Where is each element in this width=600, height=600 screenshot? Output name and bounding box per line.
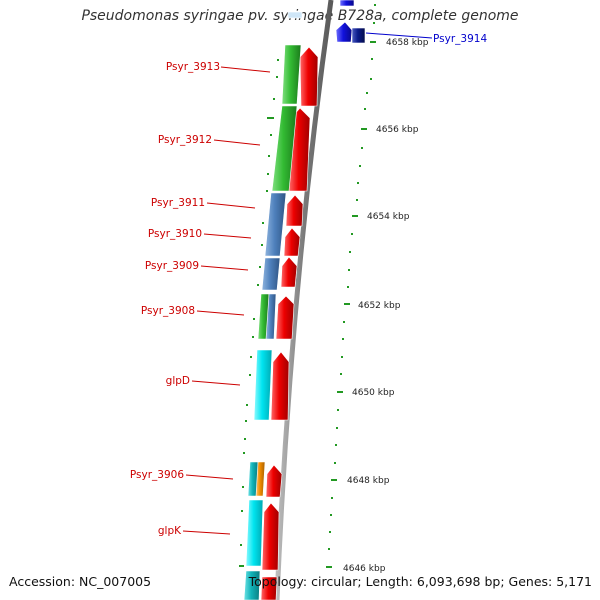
gene-label-glpk: glpK — [158, 525, 182, 537]
gene-arrows-forward — [260, 46, 319, 600]
leader-glpd — [191, 380, 241, 386]
leader-psyr-3909 — [200, 265, 249, 271]
gene-label-psyr-3910: Psyr_3910 — [148, 228, 202, 240]
scale-label: 4646 kbp — [343, 564, 386, 574]
scale: 4658 kbp 4656 kbp 4654 kbp 4652 kbp 4650… — [326, 38, 429, 574]
gene-label-glpd: glpD — [166, 375, 190, 387]
leader-glpk — [182, 530, 231, 535]
gene-block-psyr-3913 — [281, 44, 302, 105]
gene-label-psyr-3908: Psyr_3908 — [141, 305, 195, 317]
scale-label: 4648 kbp — [347, 476, 390, 486]
gene-label-psyr-3906: Psyr_3906 — [130, 469, 184, 481]
leader-psyr-3913 — [220, 66, 271, 73]
gene-block-top-blue — [339, 0, 355, 7]
gene-arrow-glpd — [270, 351, 290, 421]
scale-label: 4656 kbp — [376, 125, 419, 135]
gene-block-glpd — [253, 349, 273, 421]
topology-label: Topology: circular; Length: 6,093,698 bp… — [248, 574, 592, 589]
gene-arrow-psyr-3906 — [265, 464, 283, 498]
leader-psyr-3911 — [206, 202, 256, 209]
leader-psyr-3906 — [185, 474, 234, 480]
accession-label: Accession: NC_007005 — [9, 574, 152, 589]
gene-block-psyr-3914 — [351, 27, 366, 44]
leader-psyr-3914 — [365, 32, 433, 39]
gene-arrow-glpk — [261, 502, 280, 571]
gene-arrow-psyr-3910 — [283, 227, 301, 257]
gene-blocks-top — [287, 0, 366, 44]
gene-blocks-reverse — [243, 44, 302, 600]
scale-label: 4654 kbp — [367, 212, 410, 222]
gene-labels: Psyr_3914 Psyr_3913 Psyr_3912 Psyr_3911 … — [130, 33, 488, 537]
gene-block-top-faint — [287, 11, 303, 19]
gene-arrow-psyr-3908 — [275, 295, 295, 340]
gene-arrow-psyr-3911 — [285, 194, 304, 227]
gene-label-psyr-3914: Psyr_3914 — [433, 33, 487, 45]
gene-block-psyr-3909 — [261, 257, 281, 291]
gene-label-psyr-3909: Psyr_3909 — [145, 260, 199, 272]
scale-label: 4658 kbp — [386, 38, 429, 48]
gene-block-glpk — [245, 499, 264, 567]
scale-label: 4650 kbp — [352, 388, 395, 398]
scale-label: 4652 kbp — [358, 301, 401, 311]
minor-ticks-outer — [328, 4, 376, 550]
gene-arrow-bottom — [260, 576, 278, 600]
gene-arrow-psyr-3909 — [280, 256, 298, 288]
gene-block-psyr-3906-orange — [255, 461, 266, 497]
gene-block-psyr-3908-blue — [265, 293, 277, 340]
leader-psyr-3912 — [213, 139, 261, 146]
gene-block-psyr-3911 — [264, 192, 287, 257]
gene-arrow-psyr-3914 — [335, 21, 353, 43]
gene-block-psyr-3912 — [271, 105, 298, 192]
gene-block-bottom — [243, 570, 261, 600]
label-leaders — [182, 32, 433, 535]
gene-label-psyr-3912: Psyr_3912 — [158, 134, 212, 146]
minor-ticks-inner — [239, 59, 279, 567]
leader-psyr-3908 — [196, 310, 245, 316]
gene-label-psyr-3911: Psyr_3911 — [151, 197, 205, 209]
genome-backbone — [274, 0, 334, 600]
gene-arrow-psyr-3913 — [299, 46, 319, 107]
gene-label-psyr-3913: Psyr_3913 — [166, 61, 220, 73]
leader-psyr-3910 — [203, 233, 252, 239]
